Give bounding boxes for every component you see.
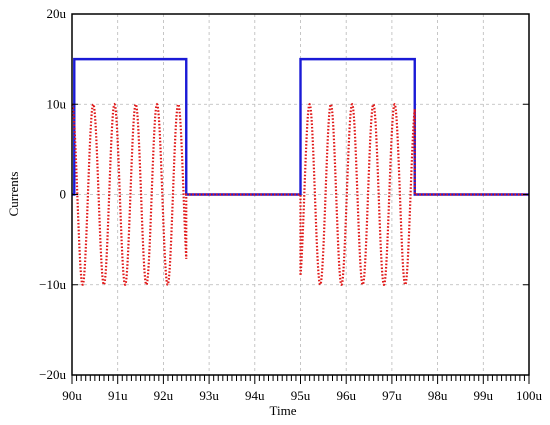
y-axis: −20u −10u 0 10u 20u <box>39 6 529 382</box>
y-tick-label: 10u <box>47 96 67 111</box>
x-tick-label: 96u <box>336 388 356 403</box>
y-tick-label: −10u <box>39 277 66 292</box>
y-tick-label: −20u <box>39 367 66 382</box>
x-tick-label: 100u <box>516 388 543 403</box>
x-axis: 90u 91u 92u 93u 94u 95u 96u 97u 98u 99u 100u <box>62 375 543 403</box>
series-group <box>71 57 529 287</box>
y-tick-label: 0 <box>60 187 67 202</box>
y-tick-label: 20u <box>47 6 67 21</box>
x-tick-label: 93u <box>199 388 219 403</box>
x-tick-label: 90u <box>62 388 82 403</box>
x-axis-title: Time <box>270 403 297 418</box>
y-axis-title: Currents <box>6 172 21 217</box>
x-tick-label: 97u <box>382 388 402 403</box>
x-tick-label: 91u <box>108 388 128 403</box>
x-tick-label: 92u <box>154 388 174 403</box>
x-tick-label: 95u <box>291 388 311 403</box>
x-tick-label: 94u <box>245 388 265 403</box>
x-tick-label: 99u <box>474 388 494 403</box>
x-tick-label: 98u <box>428 388 448 403</box>
